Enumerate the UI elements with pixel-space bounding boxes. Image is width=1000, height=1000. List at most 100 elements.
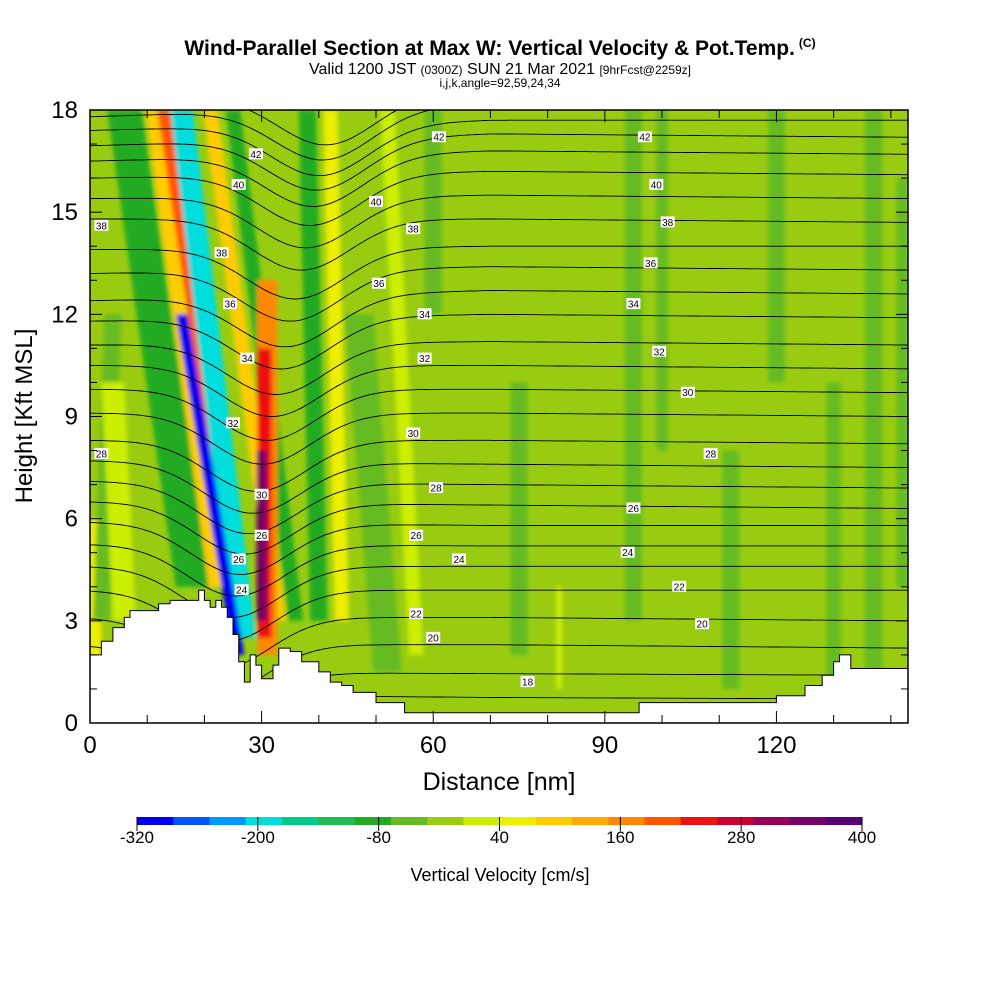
colorbar-tick-label: -320 <box>120 828 154 847</box>
theta-contour-line <box>90 522 908 575</box>
contour-label-text: 42 <box>433 133 445 144</box>
x-axis: 0 30 60 90 120 <box>83 110 892 759</box>
contour-label-text: 18 <box>522 678 534 689</box>
y-tick-label: 18 <box>51 97 78 124</box>
theta-contour-line <box>90 313 908 370</box>
contour-label-text: 30 <box>682 388 694 399</box>
forecast-run: [9hrFcst@2259z] <box>599 63 692 77</box>
contour-label-text: 42 <box>639 133 651 144</box>
theta-contour-line <box>90 544 908 597</box>
velocity-band <box>170 110 256 638</box>
colorbar-swatch <box>209 817 247 825</box>
colorbar-swatch <box>499 817 537 825</box>
colorbar-swatch <box>608 817 645 825</box>
colorbar-swatch <box>318 817 355 825</box>
colorbar-tick-label: 400 <box>848 828 876 847</box>
colorbar-swatch <box>137 817 174 825</box>
contour-label: 32 <box>652 345 667 358</box>
theta-contour-line <box>90 245 908 300</box>
colorbar-swatch <box>390 817 428 825</box>
velocity-band <box>107 110 211 587</box>
theta-contour-line <box>90 364 908 417</box>
x-tick-label: 60 <box>420 732 447 759</box>
contour-label: 26 <box>626 502 641 515</box>
contour-label-text: 30 <box>256 490 268 501</box>
contour-label-text: 24 <box>236 586 248 597</box>
theta-contour-line <box>90 290 908 348</box>
contour-label: 40 <box>369 195 383 208</box>
grid-indices: i,j,k,angle=92,59,24,34 <box>439 76 561 90</box>
theta-contour-line <box>90 110 433 161</box>
velocity-band <box>380 110 424 655</box>
colorbar-swatch <box>644 817 682 825</box>
y-tick-label: 3 <box>65 608 78 635</box>
contour-label-text: 20 <box>697 620 709 631</box>
x-tick-label: 90 <box>591 732 618 759</box>
contour-label-text: 22 <box>411 610 423 621</box>
contour-label: 42 <box>248 148 263 161</box>
contour-label: 32 <box>417 352 432 365</box>
contour-label-text: 32 <box>654 347 666 358</box>
contour-label-text: 34 <box>419 310 431 321</box>
contour-label-text: 36 <box>373 279 385 290</box>
theta-contour-line <box>90 266 908 322</box>
colorbar-swatch <box>463 817 500 825</box>
velocity-band <box>510 382 528 655</box>
chart-title: Wind-Parallel Section at Max W: Vertical… <box>0 36 1000 61</box>
colorbar-swatch <box>825 817 863 825</box>
contour-label-text: 26 <box>233 555 245 566</box>
theta-contour-line <box>90 194 908 249</box>
contour-label: 28 <box>703 448 718 461</box>
colorbar-tick-label: 160 <box>606 828 634 847</box>
contour-label-text: 20 <box>428 633 440 644</box>
velocity-band <box>826 382 841 689</box>
contour-label: 24 <box>620 546 635 559</box>
velocity-band <box>298 110 328 621</box>
contour-label: 20 <box>426 631 441 644</box>
velocity-band <box>323 110 349 621</box>
colorbar-swatch <box>572 817 609 825</box>
contour-label-text: 38 <box>408 225 420 236</box>
colorbar-swatch <box>535 817 573 825</box>
contour-label: 38 <box>406 223 421 236</box>
contour-label: 38 <box>214 247 229 260</box>
y-tick-label: 0 <box>65 710 78 737</box>
colorbar-swatch <box>282 817 319 825</box>
contour-label: 36 <box>223 298 238 311</box>
terrain <box>90 589 908 723</box>
theta-contour-line <box>90 119 908 177</box>
velocity-band <box>344 314 402 672</box>
x-axis-label: Distance [nm] <box>423 768 576 796</box>
contour-label: 30 <box>406 427 421 440</box>
colorbar-tick-label: -200 <box>241 828 275 847</box>
contour-label-text: 24 <box>622 548 634 559</box>
colorbar-tick-label: 40 <box>490 828 509 847</box>
theta-contour-line <box>90 696 908 723</box>
velocity-field <box>90 110 908 689</box>
contour-label-text: 38 <box>96 221 108 232</box>
contour-label: 24 <box>452 553 466 566</box>
theta-contour-line <box>90 218 908 271</box>
velocity-band <box>656 110 668 451</box>
theta-contour-line <box>90 170 908 226</box>
contour-label: 36 <box>643 257 658 270</box>
theta-contour-line <box>90 412 908 465</box>
contour-label-text: 36 <box>645 259 657 270</box>
contour-label-text: 40 <box>651 180 663 191</box>
contour-label-text: 24 <box>453 555 465 566</box>
valid-time-utc: (0300Z) <box>420 63 463 77</box>
velocity-band <box>175 314 245 655</box>
y-tick-label: 15 <box>51 199 78 226</box>
contour-label: 38 <box>94 219 109 232</box>
contour-label: 18 <box>520 676 535 689</box>
contour-label: 34 <box>626 298 641 311</box>
velocity-band <box>624 110 642 621</box>
contour-label-text: 28 <box>96 450 108 461</box>
contour-label-text: 26 <box>628 504 640 515</box>
colorbar-swatch <box>173 817 210 825</box>
colorbar-swatch <box>427 817 464 825</box>
contour-label-text: 36 <box>225 300 237 311</box>
contour-label-text: 38 <box>662 218 674 229</box>
theta-contour-line <box>90 501 908 555</box>
